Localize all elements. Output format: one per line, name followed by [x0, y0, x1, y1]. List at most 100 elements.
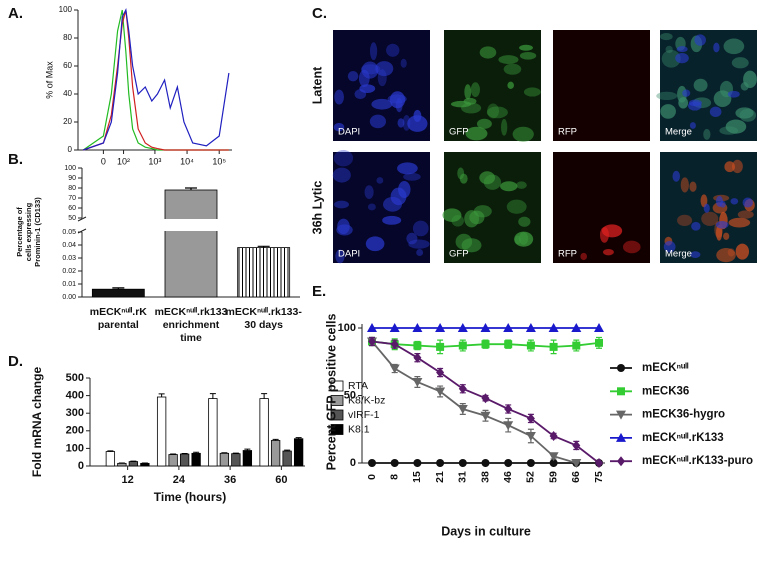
- point: [526, 413, 535, 424]
- cell-blob: [715, 220, 729, 229]
- y-tick-label: 0: [68, 145, 73, 154]
- y-tick-label: 0.05: [62, 229, 76, 236]
- cell-blob: [665, 45, 673, 54]
- cell-blob: [725, 119, 747, 134]
- y-axis-label: Percentage of: [15, 207, 24, 257]
- axis-line: [77, 10, 232, 151]
- y-tick-label: 0.03: [62, 255, 76, 262]
- y-tick-label: 100: [64, 165, 76, 172]
- error-bar: [244, 448, 251, 451]
- point: [480, 323, 491, 332]
- point: [504, 404, 513, 414]
- x-tick-label: 66: [570, 471, 582, 483]
- bar: [270, 440, 281, 467]
- cell-blob: [377, 69, 387, 87]
- x-tick-label: 10⁴: [180, 156, 194, 166]
- x-tick-label: time: [180, 332, 202, 344]
- bar: [242, 450, 253, 467]
- x-tick-label: mECKⁿᵘˡˡ.rK: [90, 306, 147, 318]
- x-tick-label: parental: [98, 319, 139, 331]
- cell-blob: [403, 172, 421, 181]
- cell-blob: [400, 58, 407, 68]
- error-bar: [185, 187, 197, 190]
- point: [571, 323, 582, 332]
- point: [390, 459, 399, 467]
- error-bar: [221, 452, 228, 454]
- x-tick-label: 38: [479, 471, 491, 483]
- x-axis-label: Time (hours): [154, 490, 226, 504]
- error-bar: [209, 393, 216, 399]
- point: [595, 338, 603, 347]
- x-tick-label: 10³: [148, 156, 161, 166]
- axis-break-gap: [164, 219, 218, 231]
- y-tick-label: 100: [66, 442, 84, 454]
- channel-label: RFP: [558, 249, 577, 260]
- legend-swatch: [330, 380, 344, 392]
- cell-blob: [519, 44, 533, 51]
- cell-blob: [715, 224, 723, 241]
- cell-blob: [365, 236, 385, 252]
- legend-marker: [616, 410, 626, 420]
- y-axis-label: % of Max: [44, 61, 54, 99]
- point: [436, 367, 445, 378]
- bar: [179, 453, 190, 467]
- point: [572, 440, 581, 451]
- cell-blob: [457, 167, 465, 180]
- x-tick-label: 52: [525, 471, 537, 483]
- cell-blob: [375, 61, 394, 77]
- cell-blob: [463, 97, 477, 105]
- channel-label: Merge: [665, 127, 692, 138]
- legend-marker: [617, 364, 625, 372]
- error-bar: [107, 450, 114, 452]
- cell-blob: [599, 227, 609, 243]
- y-tick-label: 0.02: [62, 268, 76, 275]
- point: [503, 323, 514, 332]
- cell-blob: [690, 251, 701, 258]
- cell-blob: [333, 149, 354, 167]
- micrograph: [553, 152, 650, 263]
- legend-label: K8/K-bz: [348, 394, 385, 406]
- cell-blob: [397, 118, 405, 128]
- bar: [231, 453, 241, 467]
- y-tick-label: 200: [66, 425, 84, 437]
- bar: [140, 462, 150, 467]
- legend-label: RTA: [348, 380, 368, 392]
- cell-blob: [335, 249, 345, 264]
- histogram-line: [83, 8, 230, 151]
- y-tick-label: 100: [59, 5, 73, 14]
- y-tick-label: 70: [68, 195, 76, 202]
- cell-blob: [672, 170, 681, 182]
- cell-blob: [465, 126, 488, 141]
- cell-blob: [689, 181, 697, 192]
- point: [594, 323, 604, 332]
- x-tick-label: 21: [434, 471, 446, 483]
- point: [526, 341, 535, 350]
- cell-blob: [500, 118, 508, 136]
- micrograph: [553, 30, 650, 141]
- error-bar: [158, 393, 165, 398]
- cell-blob: [470, 82, 481, 97]
- cell-blob: [737, 210, 754, 219]
- channel-label: RFP: [558, 127, 577, 138]
- cell-blob: [688, 101, 702, 111]
- point: [571, 459, 582, 468]
- cell-blob: [730, 198, 739, 205]
- cell-blob: [408, 239, 430, 249]
- bar: [282, 450, 292, 467]
- y-tick-label: 400: [66, 390, 84, 402]
- error-bar: [295, 437, 302, 439]
- legend-swatch: [330, 395, 344, 406]
- x-tick-label: 0: [101, 156, 106, 166]
- cell-blob: [743, 70, 757, 89]
- x-tick-label: mECKⁿᵘˡˡ.rk133-: [225, 306, 302, 318]
- point: [549, 342, 558, 351]
- cell-blob: [731, 57, 749, 69]
- point: [368, 459, 376, 467]
- cell-blob: [412, 220, 429, 237]
- bar: [164, 189, 218, 298]
- y-tick-label: 50: [68, 215, 76, 222]
- cell-blob: [369, 114, 386, 129]
- legend-marker: [617, 387, 625, 396]
